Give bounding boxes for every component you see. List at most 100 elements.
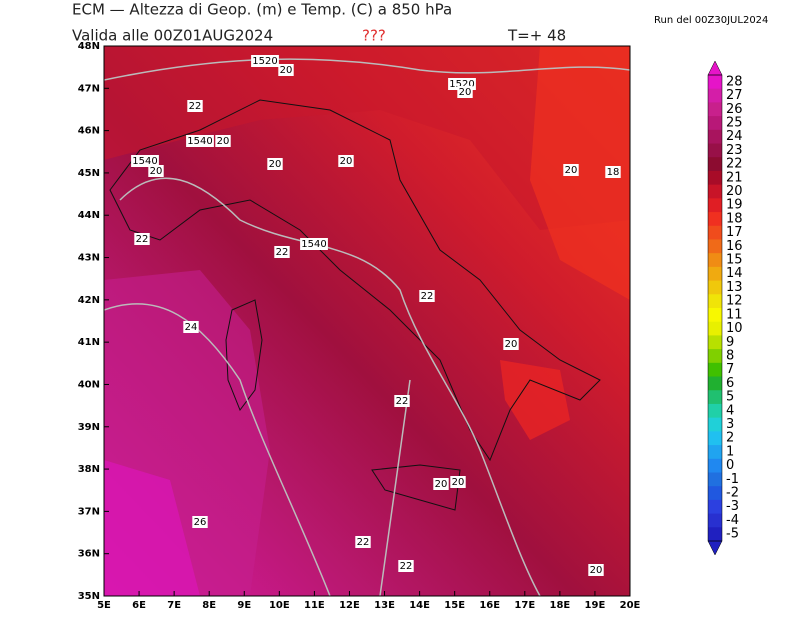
colorbar-label: 3 (726, 417, 734, 432)
colorbar-cell (708, 239, 722, 254)
colorbar-label: 7 (726, 362, 734, 377)
colorbar-cell (708, 253, 722, 268)
colorbar-cell (708, 362, 722, 378)
colorbar-label: -2 (726, 486, 739, 501)
colorbar-label: 10 (726, 321, 743, 336)
contour-label-bg (192, 516, 208, 528)
lat-label: 47N (78, 83, 100, 94)
subtitle: Valida alle 00Z01AUG2024 (72, 27, 273, 45)
contour-label: 1540 (187, 136, 212, 147)
lon-label: 20E (620, 600, 641, 611)
colorbar-label: 13 (726, 280, 743, 295)
colorbar-cell (708, 88, 722, 103)
contour-label: 24 (185, 322, 198, 333)
lon-label: 19E (585, 600, 606, 611)
lat-label: 45N (78, 168, 100, 179)
lat-label: 44N (78, 210, 100, 221)
colorbar-cell (708, 198, 722, 213)
lat-label: 40N (78, 379, 100, 390)
colorbar-label: 21 (726, 170, 743, 185)
lat-label: 42N (78, 295, 100, 306)
colorbar-cell (708, 458, 722, 473)
lat-label: 46N (78, 126, 100, 137)
colorbar-label: 15 (726, 253, 743, 268)
contour-label: 20 (590, 565, 603, 576)
contour-label-bg (300, 238, 328, 250)
colorbar-label: -5 (726, 527, 739, 542)
colorbar-label: -4 (726, 513, 739, 528)
colorbar-cell (708, 102, 722, 117)
lon-label: 10E (269, 600, 290, 611)
lat-label: 41N (78, 337, 100, 348)
colorbar-label: 2 (726, 431, 734, 446)
colorbar-label: 17 (726, 225, 743, 240)
lon-label: 18E (549, 600, 570, 611)
colorbar-top (707, 60, 723, 76)
colorbar-cell (708, 431, 722, 446)
contour-label-bg (355, 536, 371, 548)
contour-label: 18 (607, 167, 620, 178)
colorbar-label: 22 (726, 157, 743, 172)
contour-label: 22 (276, 247, 289, 258)
contour-label: 22 (136, 234, 149, 245)
contour-label-bg (278, 64, 294, 76)
colorbar-label: 6 (726, 376, 734, 391)
lon-label: 12E (339, 600, 360, 611)
colorbar-cell (708, 335, 722, 350)
contour-label: 1520 (252, 56, 277, 67)
colorbar-cell (708, 280, 722, 295)
contour-label-bg (134, 233, 150, 245)
colorbar-cell (708, 403, 722, 419)
contour-label-bg (215, 135, 231, 147)
colorbar-label: 27 (726, 88, 743, 103)
lon-label: 15E (444, 600, 465, 611)
colorbar-cell (708, 129, 722, 145)
lon-label: 5E (97, 600, 111, 611)
colorbar-cell (708, 157, 722, 172)
colorbar-label: 20 (726, 184, 743, 199)
contour-label-bg (398, 560, 414, 572)
lat-label: 35N (78, 591, 100, 602)
lon-label: 16E (479, 600, 500, 611)
colorbar-label: 4 (726, 403, 734, 418)
contour-label: 20 (340, 156, 353, 167)
lon-label: 13E (374, 600, 395, 611)
contour-label-bg (251, 55, 279, 67)
colorbar-cell (708, 349, 722, 364)
contour-label-bg (148, 165, 164, 177)
contour-label-bg (457, 86, 473, 98)
lon-label: 6E (132, 600, 146, 611)
title: ECM — Altezza di Geop. (m) e Temp. (C) a… (72, 1, 452, 19)
colorbar-cell (708, 266, 722, 282)
contour-label: 20 (459, 87, 472, 98)
lon-label: 9E (237, 600, 251, 611)
colorbar-cell (708, 499, 722, 515)
contour-label-bg (433, 478, 449, 490)
lat-label: 36N (78, 549, 100, 560)
contour-label-bg (267, 158, 283, 170)
colorbar-cell (708, 527, 722, 542)
contour-label-bg (187, 100, 203, 112)
flag: ??? (362, 27, 386, 45)
contour-label: 20 (435, 479, 448, 490)
colorbar-label: 19 (726, 198, 743, 213)
colorbar-label: 1 (726, 444, 734, 459)
colorbar-label: -3 (726, 499, 739, 514)
contour-label: 22 (400, 561, 413, 572)
contour-label: 22 (357, 537, 370, 548)
contour-label: 20 (565, 165, 578, 176)
colorbar-cell (708, 116, 722, 131)
lat-label: 48N (78, 41, 100, 52)
lon-label: 7E (167, 600, 181, 611)
colorbar-cell (708, 75, 722, 90)
contour-label-bg (588, 564, 604, 576)
contour-label-bg (563, 164, 579, 176)
map-frame (103, 45, 631, 597)
colorbar-label: 0 (726, 458, 734, 473)
colorbar-cell (708, 212, 722, 227)
colorbar-cell (708, 184, 722, 199)
step: T=+ 48 (507, 27, 566, 45)
colorbar-frame (707, 74, 723, 542)
contour-label: 20 (269, 159, 282, 170)
